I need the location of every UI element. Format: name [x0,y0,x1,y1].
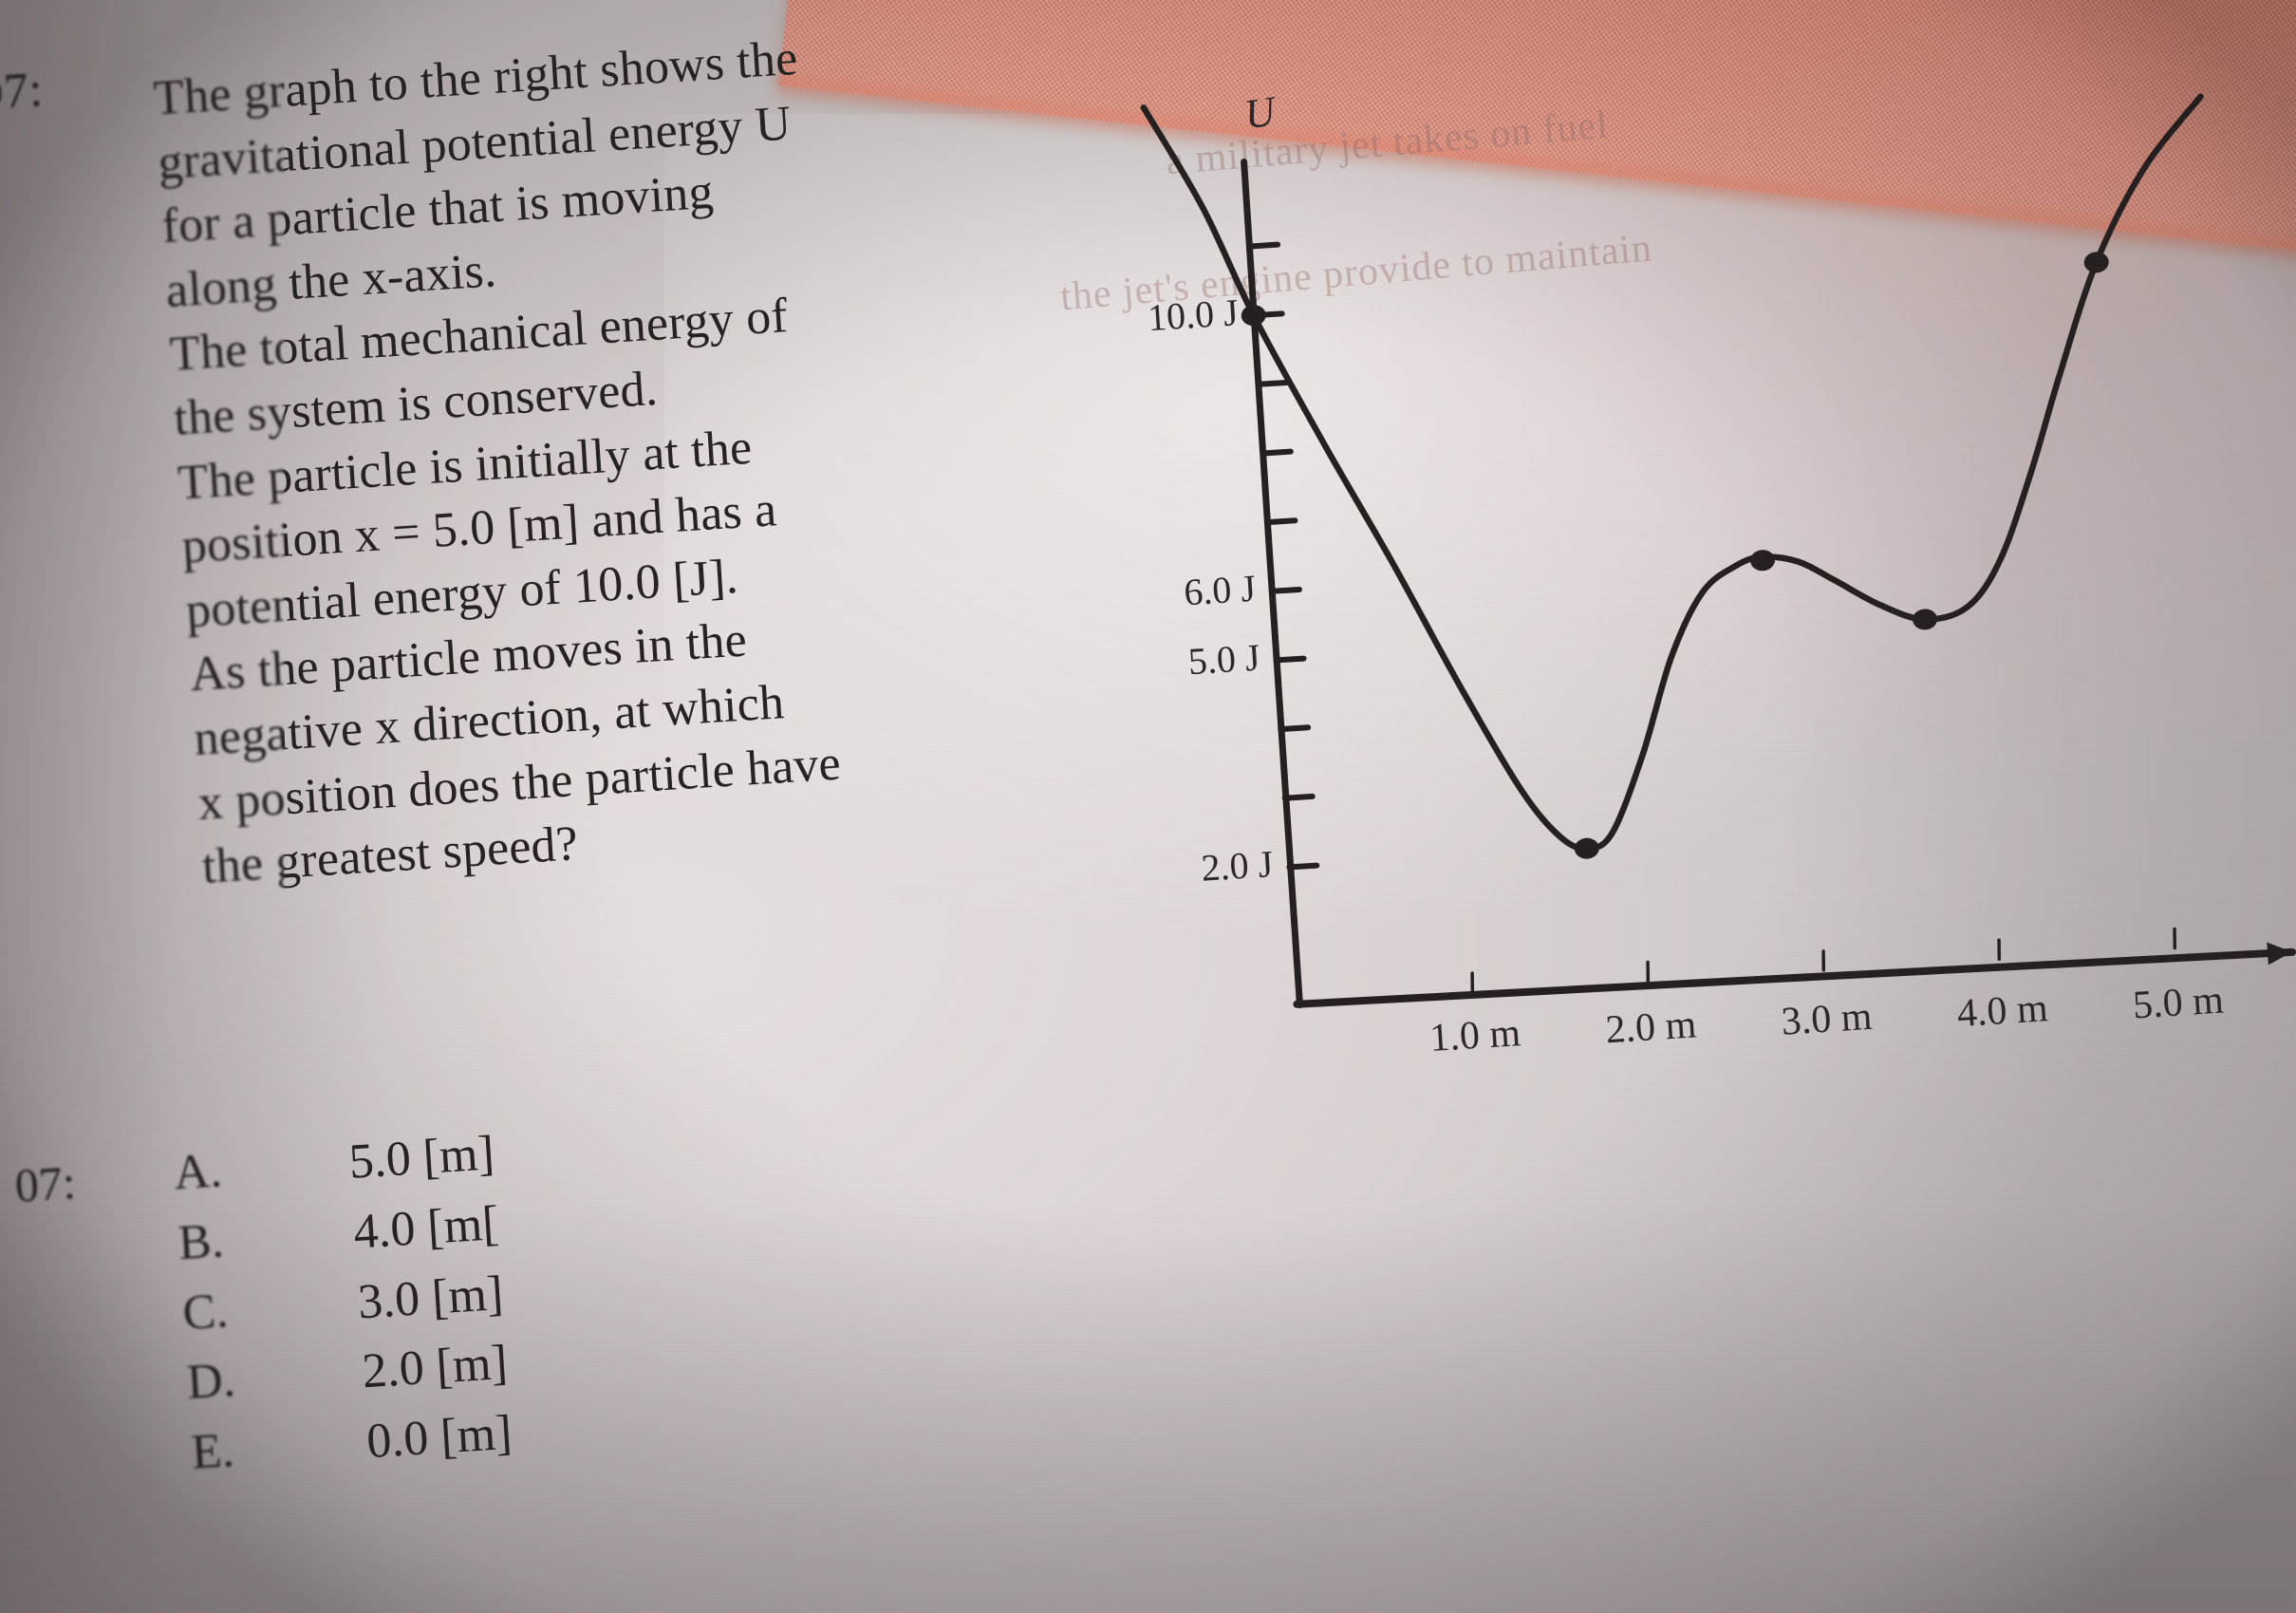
answer-value: 0.0 [m] [364,1405,514,1470]
answer-value: 4.0 [m[ [351,1195,501,1260]
answer-letter: B. [177,1213,226,1271]
paper-bottom-shadow [0,1205,2296,1613]
question-number: Q07: [0,62,46,123]
answer-value: 2.0 [m] [361,1336,510,1399]
answer-letter: D. [185,1353,237,1411]
answer-letter: A. [172,1143,224,1201]
paper-sheen [664,114,2088,968]
answers-number: 07: [12,1154,78,1212]
answer-letter: C. [180,1283,230,1341]
question-text: The graph to the right shows the gravita… [152,12,1075,900]
answer-options-list: A. 5.0 [m] B. 4.0 [m[ C. 3.0 [m] D. 2.0 … [172,1118,514,1489]
answer-letter: E. [190,1423,236,1481]
answer-value: 5.0 [m] [347,1126,496,1190]
graph-svg [1140,93,2296,1009]
answer-value: 3.0 [m] [356,1266,505,1330]
y-axis-label: U [1241,87,1279,139]
